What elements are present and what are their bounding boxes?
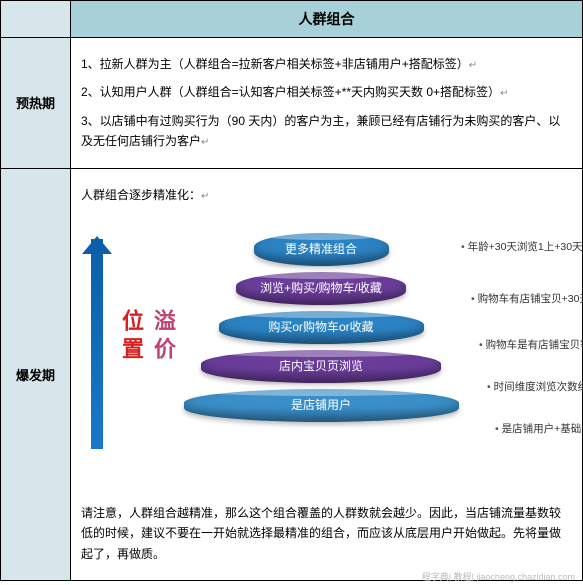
- row2-label: 爆发期: [1, 168, 71, 581]
- header-title: 人群组合: [71, 1, 583, 38]
- pyramid-level-1: 浏览+购买/购物车/收藏: [236, 272, 406, 305]
- pyramid-stack: 更多精准组合浏览+购买/购物车/收藏购买or购物车or收藏店内宝贝页浏览是店铺用…: [181, 233, 461, 422]
- row2-content: 人群组合逐步精准化：↵ 位置 溢价 更多精准组合浏览+购买/购物车/收藏购买or…: [71, 168, 583, 581]
- row1-line2: 2、认知用户人群（人群组合=认知客户相关标签+**天内购买天数 0+搭配标签）↵: [81, 82, 572, 102]
- pyramid-bullets-4: 是店铺用户+基础信息: [495, 421, 583, 439]
- pyramid-level-4: 是店铺用户: [184, 389, 459, 422]
- row1-label: 预热期: [1, 38, 71, 169]
- vertical-arrow-icon: [91, 239, 103, 449]
- header-left-cell: [1, 1, 71, 38]
- pyramid-bullets-0: 年龄+30天浏览1上+30天收藏1上+7天购买0等: [461, 239, 583, 257]
- row2-note: 请注意，人群组合越精准，那么这个组合覆盖的人群数就会越少。因此，当店铺流量基数较…: [81, 503, 572, 564]
- pyramid-level-3: 店内宝贝页浏览: [201, 350, 441, 383]
- pyramid-level-2: 购买or购物车or收藏: [219, 311, 424, 344]
- pyramid-bullets-3: 时间维度浏览次数细分: [487, 379, 583, 397]
- row1-line1: 1、拉新人群为主（人群组合=拉新客户相关标签+非店铺用户+搭配标签）↵: [81, 54, 572, 74]
- pyramid-bullets-1: 购物车有店铺宝贝+30天宝贝页总浏览X等: [471, 291, 583, 309]
- pyramid-diagram: 位置 溢价 更多精准组合浏览+购买/购物车/收藏购买or购物车or收藏店内宝贝页…: [81, 219, 572, 489]
- axis-label-position: 位置: [115, 309, 147, 365]
- pyramid-level-0: 更多精准组合: [254, 233, 389, 266]
- pyramid-bullets-2: 购物车是有店铺宝贝等: [479, 337, 583, 355]
- row1-line3: 3、以店铺中有过购买行为（90 天内）的客户为主，兼顾已经有店铺行为未购买的客户…: [81, 111, 572, 152]
- watermark: 程字典| 教程| jiaocheng.chazidian.com: [422, 570, 575, 583]
- row1-content: 1、拉新人群为主（人群组合=拉新客户相关标签+非店铺用户+搭配标签）↵ 2、认知…: [71, 38, 583, 169]
- main-table: 人群组合 预热期 1、拉新人群为主（人群组合=拉新客户相关标签+非店铺用户+搭配…: [0, 0, 583, 581]
- row2-intro: 人群组合逐步精准化：↵: [81, 185, 572, 205]
- axis-label-premium: 溢价: [147, 309, 179, 365]
